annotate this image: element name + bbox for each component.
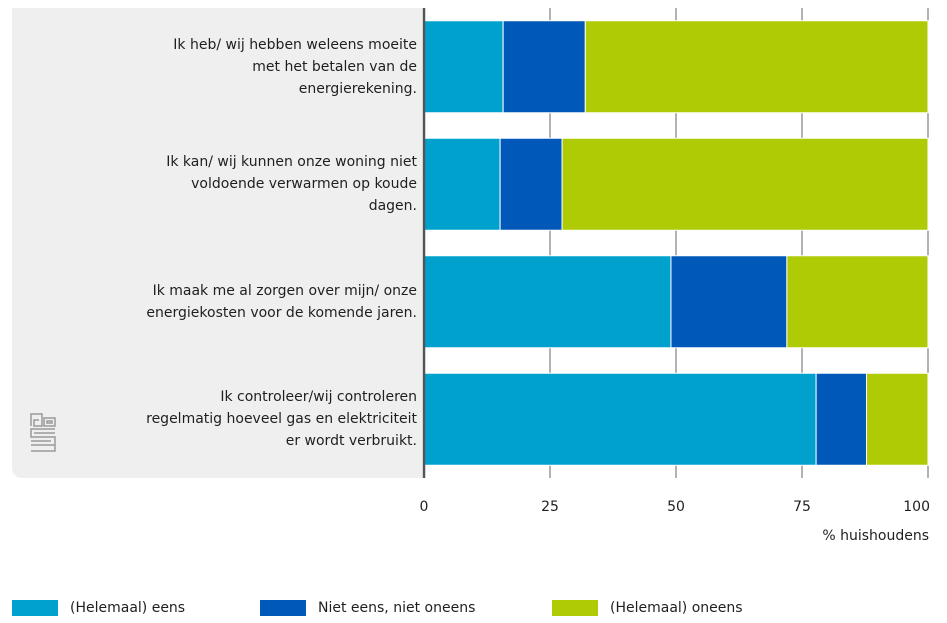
legend-label: (Helemaal) eens [70, 600, 186, 616]
x-tick-label-50: 50 [667, 499, 685, 515]
category-label-2: Ik kan/ wij kunnen onze woning niet voldo… [97, 151, 417, 217]
legend-label: Niet eens, niet oneens [318, 600, 476, 616]
category-label-line: energierekening. [298, 80, 417, 97]
x-tick-label-0: 0 [420, 499, 429, 515]
category-label-line: met het betalen van de [252, 58, 417, 75]
legend-swatch [260, 600, 306, 616]
bar-1-3 [584, 20, 929, 114]
bar-3-1 [423, 255, 672, 349]
category-label-panel [12, 8, 422, 478]
category-label-line: Ik controleer/wij controleren [220, 389, 417, 406]
legend-item-2: Niet eens, niet oneens [260, 596, 475, 620]
category-label-4: Ik controleer/wij controleren regelmatig … [97, 386, 417, 452]
cbs-logo-icon [30, 413, 56, 452]
bar-3-2 [670, 255, 788, 349]
legend-item-1: (Helemaal) eens [12, 596, 185, 620]
category-label-line: Ik kan/ wij kunnen onze woning niet [166, 154, 417, 171]
legend-swatch [12, 600, 58, 616]
legend-swatch [552, 600, 598, 616]
bar-4-2 [815, 372, 868, 466]
bar-3-3 [786, 255, 929, 349]
x-tick-label-25: 25 [541, 499, 559, 515]
category-label-3: Ik maak me al zorgen over mijn/ onze ener… [97, 280, 417, 324]
category-label-line: energiekosten voor de komende jaren. [146, 304, 417, 321]
legend-label: (Helemaal) oneens [610, 600, 743, 616]
category-label-line: er wordt verbruikt. [285, 433, 417, 450]
category-label-1: Ik heb/ wij hebben weleens moeite met het… [97, 34, 417, 100]
bar-4-1 [423, 372, 817, 466]
category-label-line: dagen. [368, 198, 417, 215]
legend-item-3: (Helemaal) oneens [552, 596, 743, 620]
category-label-line: regelmatig hoeveel gas en elektriciteit [146, 411, 417, 428]
bar-4-3 [866, 372, 929, 466]
x-tick-label-100: 100 [903, 499, 930, 515]
category-label-line: Ik heb/ wij hebben weleens moeite [173, 36, 417, 53]
x-tick-label-75: 75 [793, 499, 811, 515]
bar-2-3 [561, 137, 929, 231]
bar-2-2 [499, 137, 563, 231]
bar-1-1 [423, 20, 504, 114]
category-label-line: voldoende verwarmen op koude [191, 176, 417, 193]
x-axis-label: % huishoudens [822, 528, 929, 544]
bar-1-2 [502, 20, 586, 114]
category-label-line: Ik maak me al zorgen over mijn/ onze [152, 282, 417, 299]
bar-2-1 [423, 137, 501, 231]
